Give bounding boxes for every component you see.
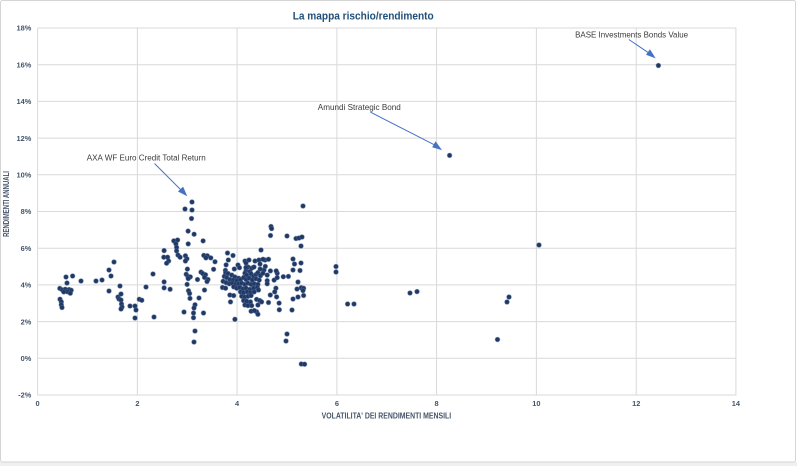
svg-text:La mappa rischio/rendimento: La mappa rischio/rendimento [293,10,434,22]
svg-text:10%: 10% [17,171,32,180]
svg-text:8: 8 [435,399,439,408]
svg-text:-2%: -2% [18,391,32,400]
svg-text:14: 14 [732,399,741,408]
svg-text:6: 6 [335,399,339,408]
svg-text:10: 10 [532,399,540,408]
svg-text:VOLATILITA' DEI RENDIMENTI MEN: VOLATILITA' DEI RENDIMENTI MENSILI [322,412,452,421]
svg-text:4%: 4% [21,281,32,290]
svg-text:0%: 0% [21,354,32,363]
svg-text:0: 0 [36,399,40,408]
svg-text:4: 4 [235,399,240,408]
svg-text:RENDIMENTI ANNUALI: RENDIMENTI ANNUALI [2,171,11,237]
svg-text:12%: 12% [17,134,32,143]
svg-text:Amundi Strategic Bond: Amundi Strategic Bond [318,102,401,112]
svg-text:12: 12 [632,399,640,408]
svg-text:14%: 14% [17,97,32,106]
svg-text:16%: 16% [17,60,32,69]
svg-text:AXA WF Euro Credit Total Retur: AXA WF Euro Credit Total Return [87,152,206,162]
svg-text:2: 2 [135,399,139,408]
svg-text:2%: 2% [21,317,32,326]
svg-text:8%: 8% [21,207,32,216]
svg-text:18%: 18% [17,24,32,33]
svg-text:6%: 6% [21,244,32,253]
svg-text:BASE Investments Bonds Value: BASE Investments Bonds Value [575,30,688,40]
